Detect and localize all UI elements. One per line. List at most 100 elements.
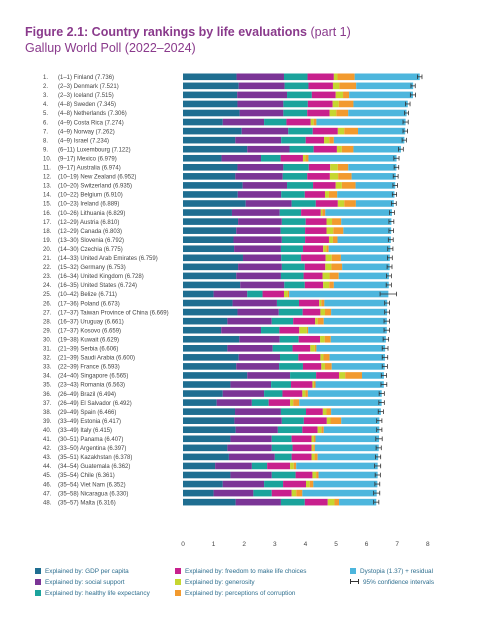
bar-segment (276, 299, 299, 307)
bar-segment (183, 281, 241, 289)
bar-segment (261, 326, 280, 334)
rank-label: 48. (43, 500, 52, 506)
bar-segment (309, 480, 314, 488)
bar-segment-dystopia (315, 381, 384, 388)
country-label: (35–57) Malta (6.316) (58, 500, 116, 506)
bar-segment (271, 317, 294, 325)
bar-segment (319, 299, 322, 307)
bar-segment (325, 254, 332, 262)
ci-legend-icon (350, 579, 359, 584)
bar-segment (183, 136, 236, 144)
bar-segment (282, 173, 308, 180)
bar-segment-dystopia (333, 281, 389, 289)
bar-segment (329, 281, 334, 289)
bar-segment (183, 173, 236, 180)
country-label: (23–43) Romania (6.563) (58, 383, 125, 389)
bar-segment (330, 417, 342, 424)
rank-label: 18. (43, 229, 52, 235)
bar-segment (221, 154, 262, 162)
bar-segment (264, 480, 284, 488)
bar-segment (323, 245, 327, 253)
bar-segment (307, 173, 330, 180)
country-label: (10–19) New Zealand (6.952) (58, 175, 136, 181)
country-label: (33–50) Argentina (6.397) (58, 446, 126, 452)
bar-segment (281, 218, 306, 225)
bar-segment (313, 435, 316, 443)
bar-segment (284, 281, 305, 289)
bar-segment (271, 489, 292, 497)
bar-segment (343, 91, 350, 99)
legend-label: Explained by: generosity (185, 579, 255, 586)
country-label: (12–29) Canada (6.803) (58, 229, 122, 235)
bar-segment (313, 145, 337, 153)
bar-segment (183, 254, 243, 262)
rank-label: 3. (43, 93, 48, 99)
legend-item: Explained by: GDP per capita (35, 568, 129, 575)
bar-segment (280, 272, 304, 280)
country-label: (14–33) United Arab Emirates (6.759) (58, 256, 158, 262)
bar-segment (222, 390, 265, 397)
bar-segment (290, 399, 294, 406)
bar-segment (183, 435, 231, 443)
bar-segment (235, 426, 278, 434)
bar-segment-dystopia (331, 408, 381, 415)
x-tick-label: 2 (242, 541, 246, 548)
bar-segment (306, 326, 309, 334)
legend-swatch (350, 568, 356, 574)
x-tick-label: 1 (212, 541, 216, 548)
bar-segment (183, 399, 217, 406)
bar-segment (331, 254, 341, 262)
country-label: (35–54) Viet Nam (6.352) (58, 482, 126, 488)
bar-segment (315, 317, 318, 325)
bar-segment (279, 363, 303, 370)
bar-segment (327, 498, 335, 506)
bar-segment (305, 154, 309, 162)
bar-segment-dystopia (307, 390, 382, 397)
country-label: (6–11) Luxembourg (7.122) (58, 147, 131, 153)
x-tick-label: 8 (426, 541, 430, 548)
bar-segment (302, 363, 322, 370)
bar-segment (183, 489, 214, 497)
rank-label: 17. (43, 220, 52, 226)
bar-segment (279, 209, 302, 216)
bar-segment (304, 281, 324, 289)
bar-segment (183, 91, 238, 99)
bar-segment (305, 136, 325, 144)
country-label: (21–39) Serbia (6.606) (58, 347, 118, 353)
bar-segment (274, 453, 292, 461)
bar-segment-dystopia (323, 317, 387, 325)
bar-segment (279, 326, 300, 334)
bar-segment (183, 290, 214, 298)
legend-item: 95% confidence intervals (350, 579, 434, 586)
country-label: (12–29) Austria (6.810) (58, 220, 119, 226)
bar-segment-dystopia (355, 182, 396, 189)
bar-segment (311, 435, 314, 443)
bar-segment (312, 471, 317, 479)
bar-segment-dystopia (302, 489, 377, 497)
bar-segment (183, 354, 239, 361)
bar-segment (237, 164, 284, 171)
bar-segment (281, 191, 305, 198)
bar-segment (313, 381, 316, 388)
rank-label: 2. (43, 84, 48, 90)
rank-label: 34. (43, 374, 52, 380)
bar-segment (337, 200, 345, 207)
rank-label: 32. (43, 356, 52, 362)
rank-label: 31. (43, 347, 52, 353)
bar-segment (299, 326, 307, 334)
bar-segment (335, 182, 342, 189)
bar-segment (183, 227, 237, 234)
bar-segment (332, 100, 339, 108)
bar-segment (339, 82, 357, 90)
country-label: (2–3) Denmark (7.521) (58, 84, 119, 90)
bar-segment (183, 363, 237, 370)
bar-segment (234, 417, 282, 424)
bar-segment (307, 100, 333, 108)
bar-segment (233, 236, 282, 243)
country-label: (10–26) Lithuania (6.829) (58, 211, 125, 217)
bar-segment-dystopia (341, 417, 380, 424)
bar-segment (222, 480, 265, 488)
country-label: (17–37) Kosovo (6.659) (58, 328, 121, 334)
bar-segment (313, 444, 315, 452)
bar-segment (236, 227, 281, 234)
